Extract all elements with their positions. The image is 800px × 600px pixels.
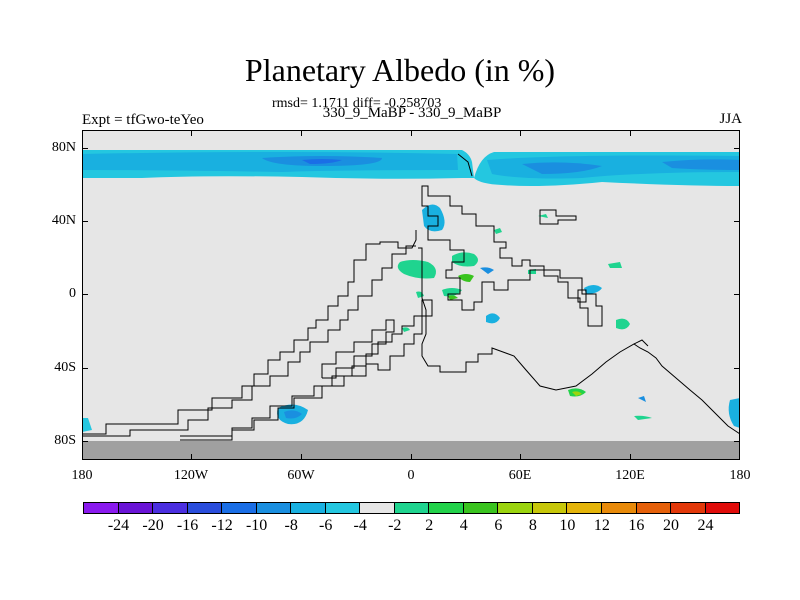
ytick-label: 40S [54,360,76,375]
colorbar-box [635,502,672,514]
colorbar-box [117,502,154,514]
anomaly-blobs [82,204,740,432]
colorbar-label: -6 [319,517,333,534]
colorbar-label: -12 [211,517,233,534]
colorbar-box [670,502,706,514]
colorbar-box [221,502,257,514]
subtitle: 330_9_MaBP - 330_9_MaBP [322,105,502,121]
xtick-label: 120W [173,468,209,483]
ytick-label: 80N [51,140,76,155]
arctic-anomaly [82,150,740,186]
colorbar-box [531,502,568,514]
colorbar-box [600,502,637,514]
colorbar-box [566,502,602,514]
colorbar-box [152,502,188,514]
colorbar-box [83,502,119,514]
colorbar-label: 4 [459,517,468,534]
map-frame [82,130,740,460]
colorbar-label: -24 [107,517,130,534]
colorbar-label: -8 [284,517,298,534]
chart-title: Planetary Albedo (in %) [244,52,556,88]
ytick-label: 80S [54,433,76,448]
colorbar-label: -16 [176,517,199,534]
colorbar-box [428,502,464,514]
colorbar-label: 24 [697,517,714,534]
colorbar-box [324,502,361,514]
xtick-label: 60W [287,468,315,483]
colorbar-box [704,502,741,514]
colorbar-box [290,502,326,514]
colorbar-label: 6 [494,517,503,534]
colorbar [83,502,741,514]
colorbar-label: 2 [425,517,434,534]
colorbar-label: 12 [593,517,610,534]
colorbar-box [497,502,533,514]
xtick-label: 0 [407,468,415,483]
colorbar-box [186,502,223,514]
experiment-label: Expt = tfGwo-teYeo [82,112,204,128]
colorbar-label: 10 [559,517,576,534]
colorbar-box [359,502,395,514]
antarctic-mask [82,441,740,460]
coastlines [82,153,740,441]
colorbar-label: -10 [245,517,268,534]
colorbar-label: 20 [662,517,679,534]
season-label: JJA [719,111,742,127]
colorbar-label: -2 [388,517,402,534]
stats-line: rmsd= 1.1711 diff= -0.258703 [272,96,442,111]
xtick-label: 120E [615,468,645,483]
colorbar-box [393,502,430,514]
map-background [82,130,740,460]
colorbar-label: 16 [628,517,645,534]
colorbar-label: -20 [142,517,164,534]
map-panel [82,130,740,460]
colorbar-label: -4 [353,517,367,534]
ytick-label: 0 [69,286,76,301]
xtick-label: 180 [71,468,93,483]
ytick-label: 40N [51,213,76,228]
colorbar-label: 8 [528,517,537,534]
xtick-label: 60E [508,468,532,483]
colorbar-box [462,502,499,514]
colorbar-box [255,502,292,514]
map-svg [82,130,740,460]
xtick-label: 180 [729,468,751,483]
